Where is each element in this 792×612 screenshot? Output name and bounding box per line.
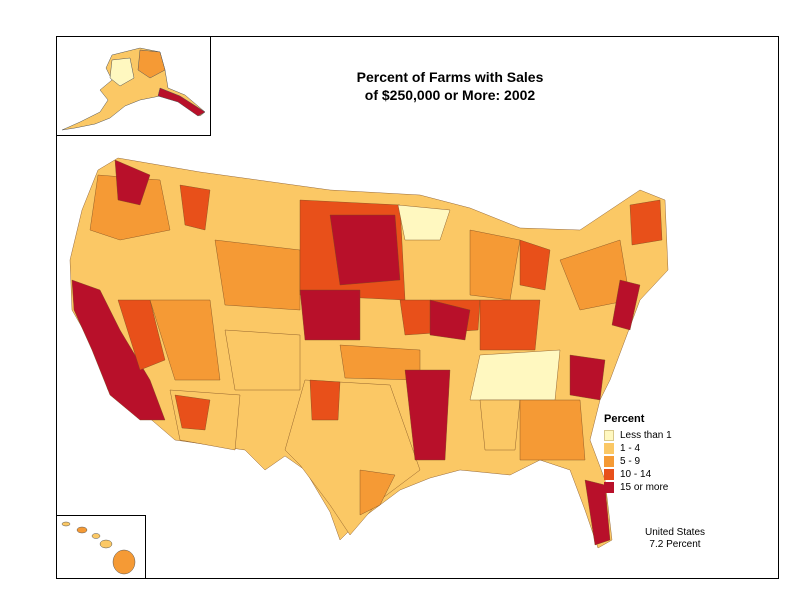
alaska-map xyxy=(61,47,206,131)
legend: Percent Less than 1 1 - 4 5 - 9 10 - 14 … xyxy=(604,413,724,494)
summary-line-1: United States xyxy=(644,527,706,538)
legend-item: 15 or more xyxy=(604,481,724,494)
legend-item: 10 - 14 xyxy=(604,468,724,481)
legend-item: Less than 1 xyxy=(604,429,724,442)
legend-item: 5 - 9 xyxy=(604,455,724,468)
legend-swatch xyxy=(604,482,614,493)
map-frame xyxy=(56,36,779,579)
legend-swatch xyxy=(604,469,614,480)
legend-label: 10 - 14 xyxy=(620,469,652,480)
legend-item: 1 - 4 xyxy=(604,442,724,455)
hawaii-inset-frame xyxy=(56,515,146,579)
legend-title: Percent xyxy=(604,413,645,425)
map-title: Percent of Farms with Sales of $250,000 … xyxy=(330,68,570,104)
legend-swatch xyxy=(604,430,614,441)
legend-label: 5 - 9 xyxy=(620,456,641,467)
conterminous-us-map xyxy=(69,157,669,549)
title-line-1: Percent of Farms with Sales xyxy=(356,69,544,85)
legend-swatch xyxy=(604,443,614,454)
legend-label: 1 - 4 xyxy=(620,443,641,454)
summary-line-2: 7.2 Percent xyxy=(649,539,701,550)
legend-label: 15 or more xyxy=(620,482,669,493)
legend-swatch xyxy=(604,456,614,467)
alaska-inset-frame xyxy=(56,36,211,136)
legend-label: Less than 1 xyxy=(620,430,672,441)
us-summary: United States 7.2 Percent xyxy=(630,527,720,551)
title-line-2: of $250,000 or More: 2002 xyxy=(364,87,536,103)
hawaii-map xyxy=(61,521,136,575)
